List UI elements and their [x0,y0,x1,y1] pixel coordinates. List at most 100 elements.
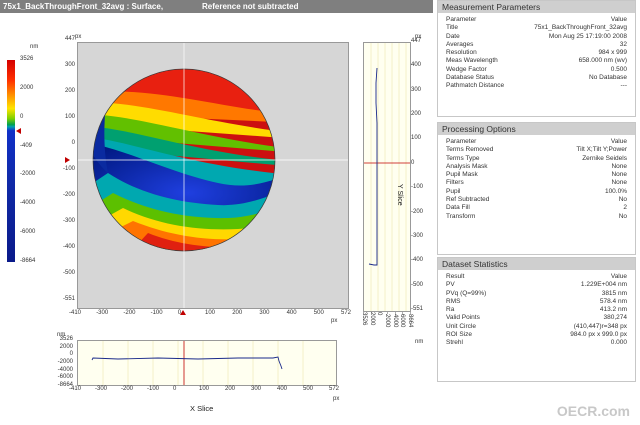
y-slice-y-tick: -500 [411,281,424,288]
param-name: Data Fill [446,204,470,212]
y-slice-area[interactable] [363,42,411,312]
table-row: Pupil 100.0% [438,188,635,196]
param-name: Terms Removed [446,146,494,154]
param-name: PVq (Q=99%) [446,289,487,297]
x-slice-x-tick: 500 [303,386,314,392]
y-slice-y-tick: -200 [411,208,424,215]
main-x-tick: 200 [232,310,243,316]
param-name: Ra [446,306,455,314]
param-value: 2 [623,204,627,212]
y-slice-x-tick: -8664 [407,312,413,328]
y-slice-y-tick: 100 [411,135,422,142]
main-x-tick: -200 [123,310,136,316]
colorbar-marker[interactable] [16,128,21,134]
main-y-tick: -500 [62,270,75,276]
main-x-tick: 500 [313,310,324,316]
param-value: 984.0 px x 999.0 px [570,331,627,339]
plot-area[interactable] [77,42,349,309]
surface-map [93,69,275,251]
table-row: Analysis Mask None [438,163,635,171]
y-slice-plot[interactable]: px 447 400 300 200 100 0 -100 -200 -300 -400 -500 -… [355,34,435,374]
x-slice-title: X Slice [190,404,214,413]
param-name: ROI Size [446,331,473,339]
y-slice-title: Y Slice [396,184,403,206]
table-row: Pupil Mask None [438,171,635,179]
param-name: Valid Points [446,314,480,322]
x-slice-y-tick: 0 [69,351,73,358]
column-header: Parameter [446,138,477,145]
param-name: PV [446,281,455,289]
y-slice-x-tick: 2000 [368,312,375,326]
table-row: Ra 413.2 nm [438,306,635,314]
surface-plot[interactable]: px 447 300 200 100 0 -100 -200 -300 -400 -500 -551 [55,34,355,326]
param-value: 380,274 [603,314,628,322]
param-value: No Database [589,74,627,82]
param-name: Averages [446,40,474,48]
main-y-tick: -400 [62,244,75,250]
x-slice-unit-top: nm [57,332,66,338]
main-y-tick: 0 [71,140,75,146]
column-header: Result [446,273,465,280]
y-slice-grid [370,43,407,311]
main-x-tick: 400 [286,310,297,316]
y-slice-x-tick: 0 [376,312,383,316]
table-row: Data Fill 2 [438,204,635,212]
param-value: Zernike Seidels [582,154,627,162]
main-x-tick: 300 [259,310,270,316]
y-slice-y-tick: -551 [411,306,424,312]
y-slice-unit-top: px [415,34,422,40]
colorbar-gradient [7,60,15,262]
param-value: No [618,212,627,220]
x-slice-x-tick: 0 [173,386,177,392]
window-title-bar: 75x1_BackThroughFront_32avg : Surface, R… [0,0,433,13]
param-value: Tilt X;Tilt Y;Power [576,146,627,154]
param-value: --- [620,82,628,90]
x-slice-area[interactable] [77,340,337,386]
y-slice-y-ticks: 447 400 300 200 100 0 -100 -200 -300 -400 -500 -551 [411,38,435,312]
y-slice-y-tick: -100 [411,184,424,191]
table-row: Meas Wavelength 658.000 nm (wv) [438,57,635,65]
param-name: Pathmatch Distance [446,82,505,90]
y-slice-y-tick: 300 [411,86,422,93]
main-y-tick: -551 [62,296,75,302]
x-slice-y-tick: 2000 [59,343,73,350]
x-slice-x-tick: 200 [225,386,236,392]
main-x-tick: 572 [341,310,352,316]
main-y-tick: -100 [62,166,75,172]
y-slice-y-tick: -300 [411,232,424,239]
column-header: Value [610,273,627,280]
table-row: Terms Removed Tilt X;Tilt Y;Power [438,146,635,154]
param-name: Meas Wavelength [446,57,498,65]
main-y-tick: -200 [62,192,75,198]
param-name: Ref Subtracted [446,196,490,204]
x-slice-plot[interactable]: nm 3526 2000 0 -2000 -4000 -6000 -8664 -410 -30… [45,332,355,422]
main-y-ticks: 447 300 200 100 0 -100 -200 -300 -400 -500 -551 [55,36,75,302]
x-slice-x-tick: -200 [121,386,134,392]
param-name: Pupil [446,187,461,195]
y-slice-marker-left[interactable] [65,157,70,163]
x-slice-marker-bottom[interactable] [180,310,186,315]
measurement-parameters-title: Measurement Parameters [438,1,635,13]
param-name: Transform [446,212,476,220]
param-value: 413.2 nm [599,306,627,314]
dataset-statistics-table: Result Value PV 1.229E+004 nm PVq (Q=99%) 381… [438,270,635,348]
x-slice-y-tick: 3526 [59,336,73,342]
y-slice-profile [368,67,378,266]
colorbar-tick: 3526 [20,56,34,62]
param-value: None [611,171,627,179]
x-slice-x-ticks: -410 -300 -200 -100 0 100 200 300 400 500 572 [69,386,339,396]
main-x-tick: -100 [150,310,163,316]
y-slice-y-tick: 400 [411,62,422,69]
x-slice-grid [102,341,304,385]
watermark: OECR.com [556,403,630,419]
table-row: Ref Subtracted No [438,196,635,204]
param-value: Mon Aug 25 17:19:00 2008 [548,32,627,40]
x-slice-svg [91,341,304,385]
x-slice-x-tick: -300 [95,386,108,392]
map-title: 75x1_BackThroughFront_32avg : Surface, [3,2,164,11]
table-row: Wedge Factor 0.500 [438,66,635,74]
y-slice-svg [364,43,410,311]
y-slice-y-tick: 200 [411,111,422,118]
param-value: 0.500 [610,65,627,73]
param-value: 984 x 999 [598,49,627,57]
